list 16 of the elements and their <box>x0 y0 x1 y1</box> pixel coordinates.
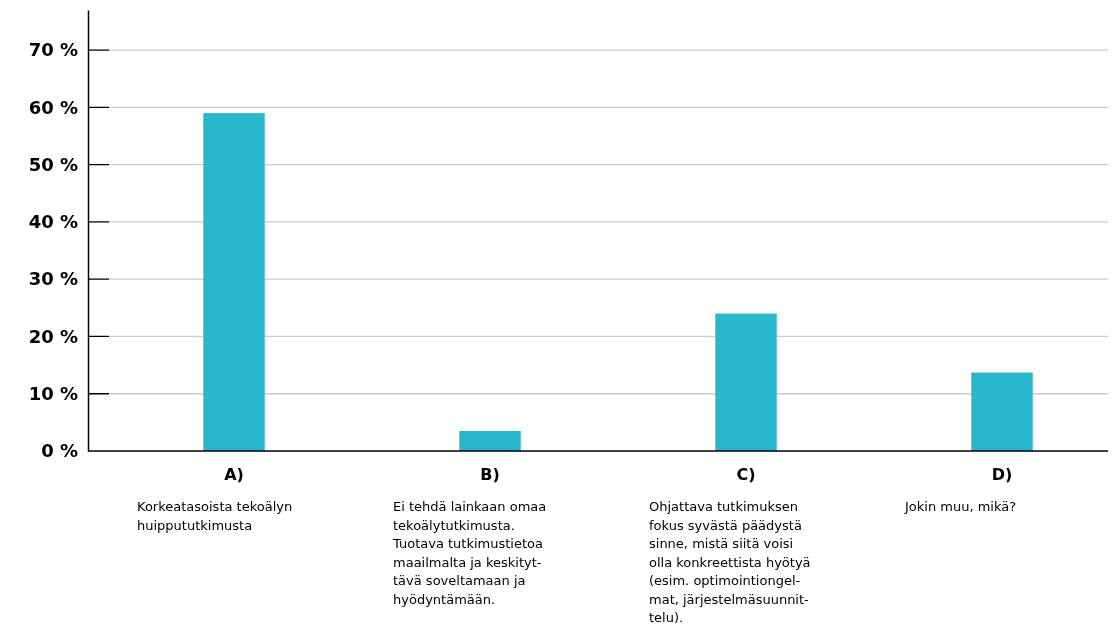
x-tick-label: C) Ohjattava tutkimuksen fokus syvästä päädystä sinne, mistä siitä voisi olla konkreettista hyötyä (esim. optimointiongel- mat, järjestelmäsuunnit- telu). <box>649 465 811 625</box>
y-tick-label: 70 % <box>28 39 78 61</box>
bar <box>715 313 777 451</box>
y-tick-label: 20 % <box>28 325 78 347</box>
y-tick-label: 0 % <box>41 440 78 462</box>
y-tick-label: 50 % <box>28 153 78 175</box>
x-tick-label: A) Korkeatasoista tekoälyn huippututkimusta <box>137 465 293 533</box>
y-tick-label: 10 % <box>28 382 78 404</box>
bar <box>971 372 1033 451</box>
bar <box>203 113 265 451</box>
bar <box>459 430 521 451</box>
x-tick-label: D) Jokin muu, mikä? <box>904 465 1017 514</box>
y-tick-label: 30 % <box>28 268 78 290</box>
y-tick-label: 40 % <box>28 211 78 233</box>
x-tick-label: B) Ei tehdä lainkaan omaa tekoälytutkimusta. Tuotava tutkimustietoa maailmalta ja keskityt- tävä soveltamaan ja hyödyntämään. <box>392 465 547 607</box>
y-tick-label: 60 % <box>28 96 78 118</box>
